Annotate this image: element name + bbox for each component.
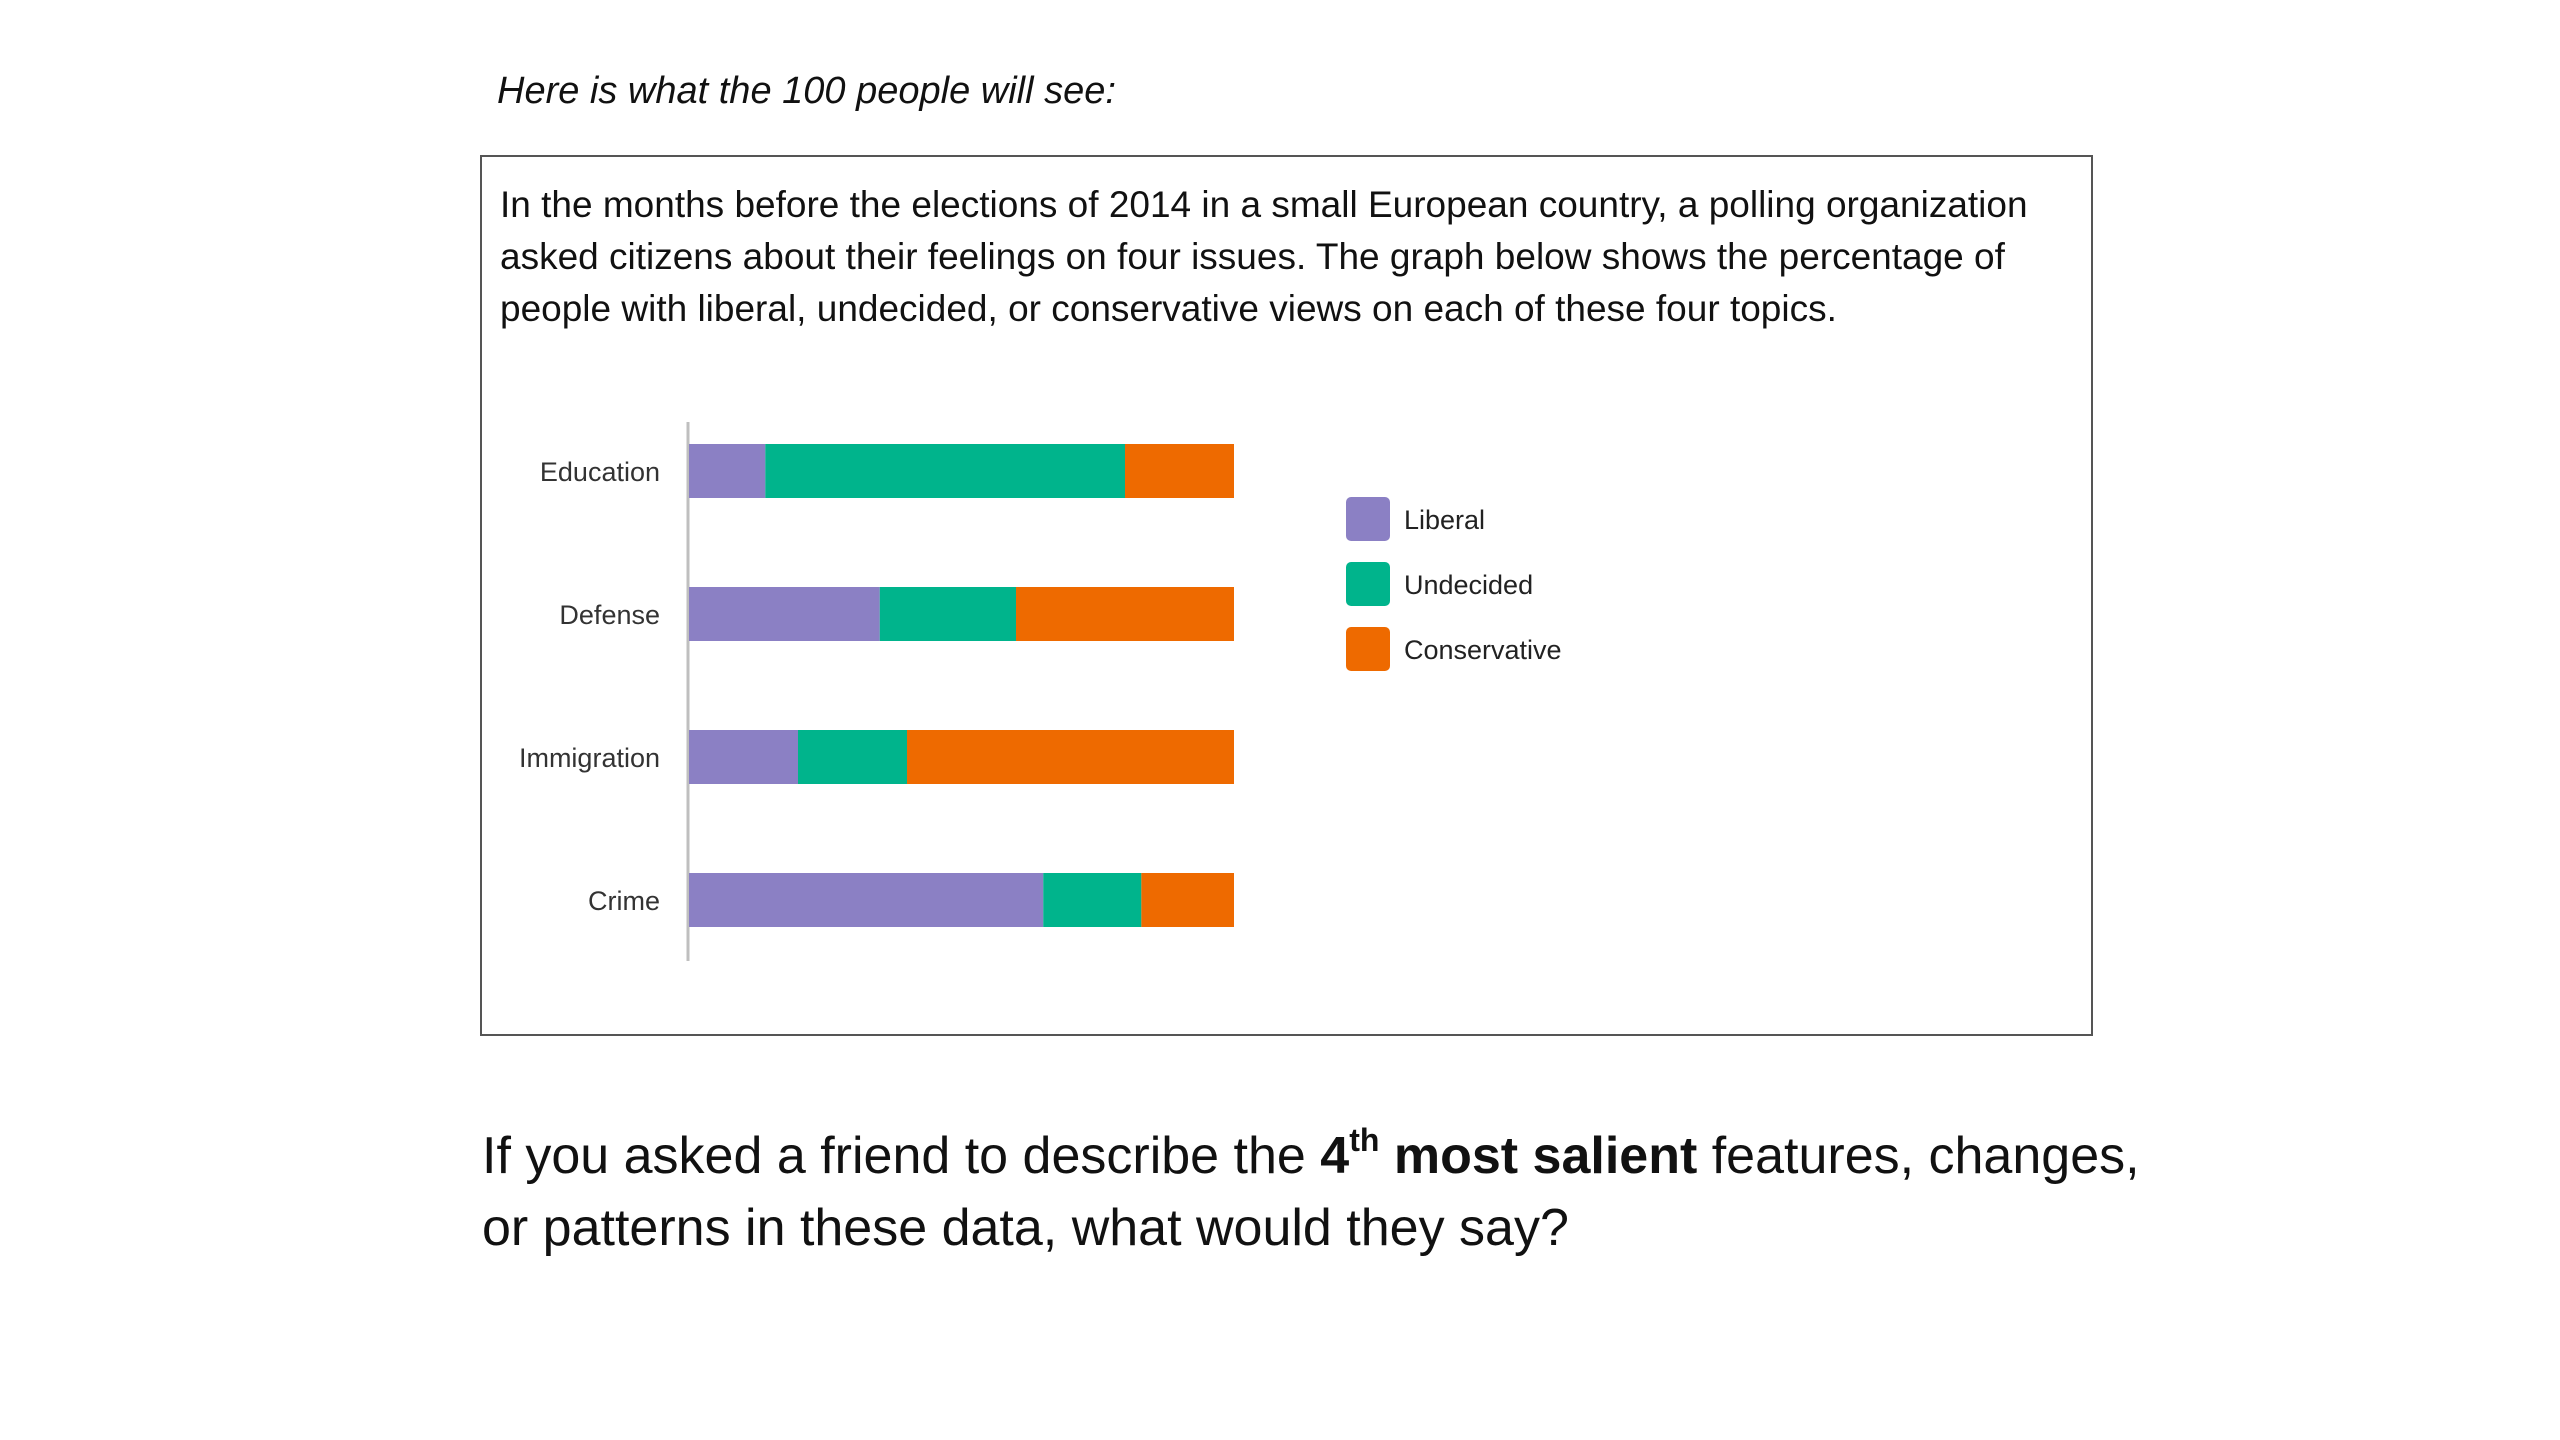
question-part1: If you asked a friend to describe the: [482, 1127, 1321, 1185]
bar-defense-conservative: [1016, 587, 1234, 641]
figure-box: In the months before the elections of 20…: [480, 155, 2093, 1036]
question-part2: features, changes, or patterns in these …: [482, 1127, 2140, 1257]
caption: Here is what the 100 people will see:: [497, 70, 1116, 112]
category-label-immigration: Immigration: [519, 743, 660, 773]
legend-swatch-undecided: [1346, 562, 1390, 606]
intro-text: In the months before the elections of 20…: [500, 184, 2028, 329]
bar-defense-undecided: [879, 587, 1016, 641]
bar-crime-liberal: [689, 873, 1044, 927]
stacked-bar-chart: Education Defense Immigration Crime Liberal U…: [519, 422, 1562, 961]
bar-education-conservative: [1125, 444, 1234, 498]
legend-swatch-liberal: [1346, 497, 1390, 541]
bar-immigration-conservative: [907, 730, 1234, 784]
bar-immigration-liberal: [689, 730, 798, 784]
bar-education-undecided: [765, 444, 1125, 498]
bar-crime-conservative: [1141, 873, 1234, 927]
bar-immigration-undecided: [798, 730, 907, 784]
question-text: If you asked a friend to describe the 4t…: [482, 1120, 2182, 1264]
question-ordinal: 4th most salient: [1320, 1124, 1698, 1185]
question-ordinal-number: 4: [1320, 1127, 1350, 1185]
question-bold-phrase: most salient: [1379, 1127, 1698, 1185]
category-label-defense: Defense: [559, 600, 660, 630]
legend-label-undecided: Undecided: [1404, 570, 1533, 600]
bar-crime-undecided: [1043, 873, 1142, 927]
legend-label-conservative: Conservative: [1404, 635, 1562, 665]
legend-swatch-conservative: [1346, 627, 1390, 671]
bar-defense-liberal: [689, 587, 880, 641]
legend-label-liberal: Liberal: [1404, 505, 1485, 535]
category-label-education: Education: [540, 457, 660, 487]
bar-education-liberal: [689, 444, 766, 498]
category-label-crime: Crime: [588, 886, 660, 916]
question-ordinal-suffix: th: [1349, 1122, 1380, 1158]
